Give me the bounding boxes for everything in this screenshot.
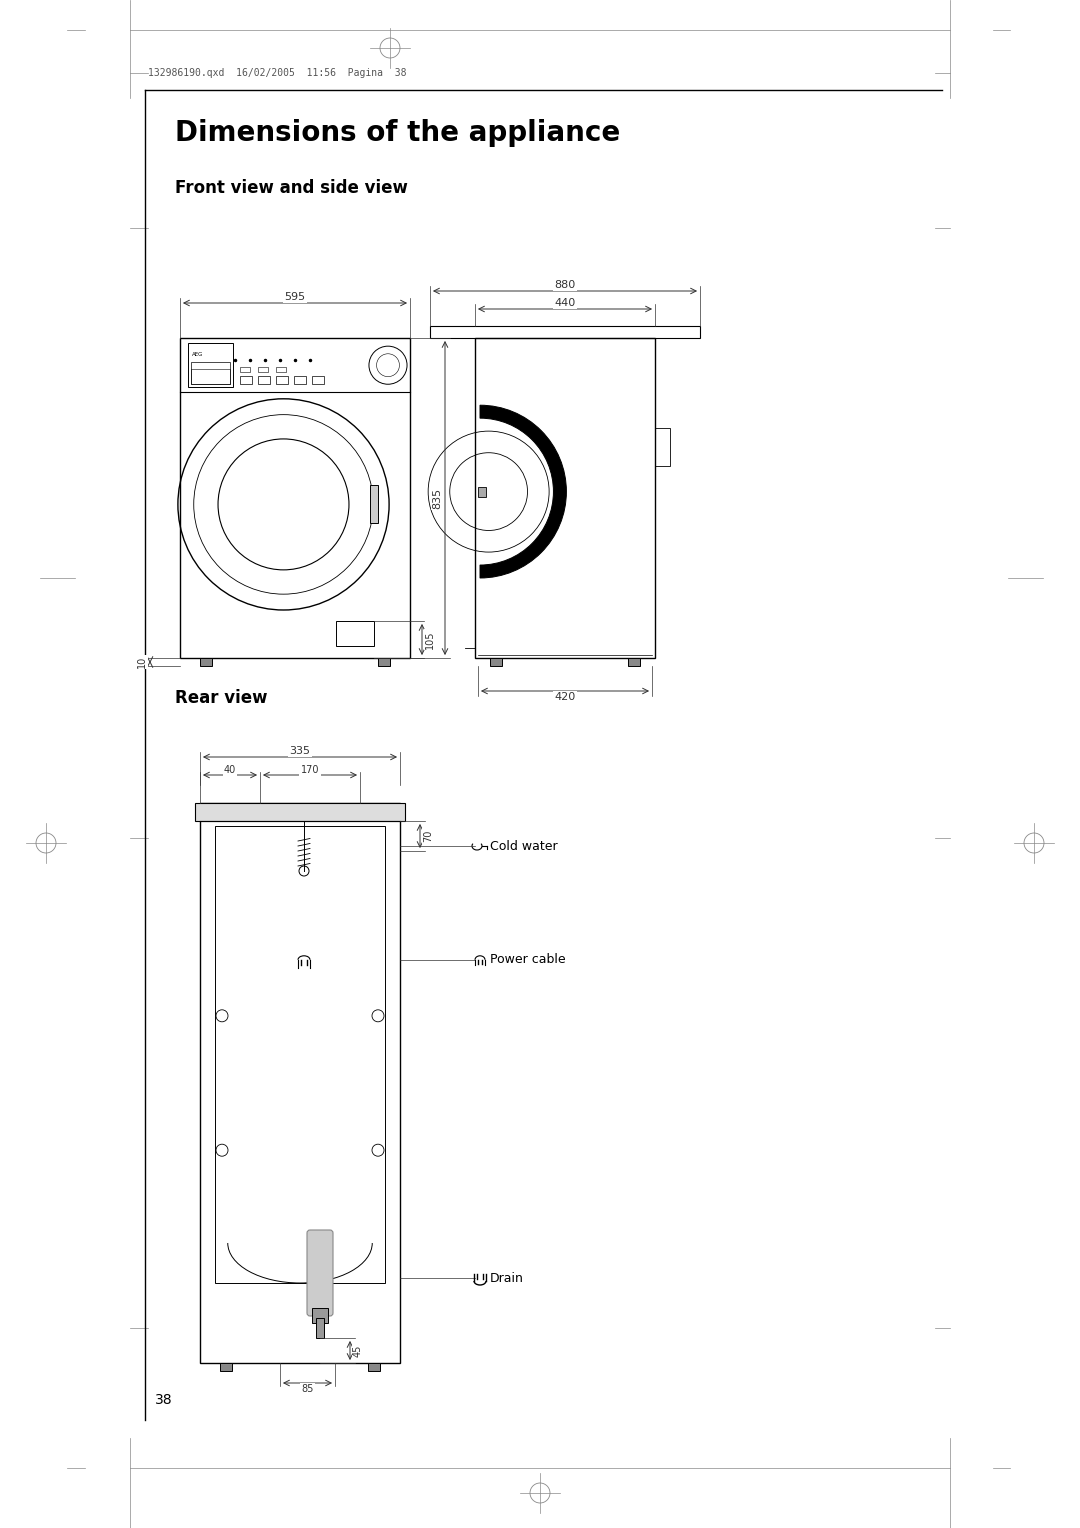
Text: 105: 105 [426, 630, 435, 649]
Bar [475, 338, 654, 659]
Bar [368, 1363, 380, 1371]
Text: Rear view: Rear view [175, 689, 268, 707]
Text: 170: 170 [300, 766, 320, 775]
Text: Cold water: Cold water [490, 839, 557, 853]
Bar [258, 376, 270, 385]
Text: Dimensions of the appliance: Dimensions of the appliance [175, 119, 620, 147]
Text: 595: 595 [284, 292, 306, 303]
Bar [220, 1363, 232, 1371]
Text: Drain: Drain [490, 1271, 524, 1285]
Bar [378, 659, 390, 666]
FancyBboxPatch shape [307, 1230, 333, 1316]
Bar [191, 368, 230, 385]
Bar [312, 1308, 328, 1323]
Text: 45: 45 [353, 1345, 363, 1357]
Bar [276, 376, 288, 385]
Text: 880: 880 [554, 280, 576, 290]
Bar [370, 486, 378, 524]
Text: 335: 335 [289, 746, 311, 756]
Bar [215, 827, 384, 1284]
Bar [627, 659, 640, 666]
Bar [294, 376, 306, 385]
Bar [336, 620, 375, 646]
Bar [430, 325, 700, 338]
Bar [191, 362, 230, 385]
Bar [478, 486, 486, 497]
Text: 132986190.qxd  16/02/2005  11:56  Pagina  38: 132986190.qxd 16/02/2005 11:56 Pagina 38 [148, 69, 406, 78]
Bar [316, 1319, 324, 1339]
Bar [188, 342, 233, 388]
Text: 440: 440 [554, 298, 576, 309]
Bar [312, 376, 324, 385]
Text: 38: 38 [156, 1394, 173, 1407]
Text: 70: 70 [423, 830, 433, 842]
Text: 835: 835 [432, 487, 442, 509]
Bar [240, 367, 249, 373]
Text: AEG: AEG [192, 351, 203, 356]
Wedge shape [480, 405, 566, 578]
Bar [240, 376, 252, 385]
Bar [276, 367, 286, 373]
Text: 420: 420 [554, 692, 576, 701]
Text: 10: 10 [137, 656, 147, 668]
Bar [200, 804, 400, 1363]
Text: Front view and side view: Front view and side view [175, 179, 408, 197]
Bar [180, 338, 410, 659]
Bar [490, 659, 502, 666]
Bar [195, 804, 405, 821]
Text: 85: 85 [301, 1384, 313, 1394]
Bar [258, 367, 268, 373]
Bar [200, 659, 212, 666]
Text: Power cable: Power cable [490, 953, 566, 966]
Text: 40: 40 [224, 766, 237, 775]
Bar [654, 428, 670, 466]
